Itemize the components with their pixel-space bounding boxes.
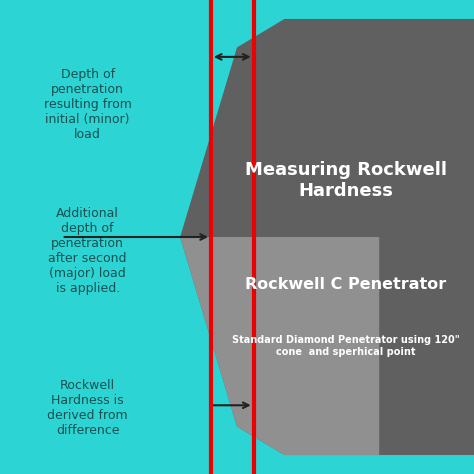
Text: Measuring Rockwell
Hardness: Measuring Rockwell Hardness <box>245 161 447 200</box>
Text: Rockwell C Penetrator: Rockwell C Penetrator <box>246 277 447 292</box>
Text: Depth of
penetration
resulting from
initial (minor)
load: Depth of penetration resulting from init… <box>44 68 132 141</box>
Polygon shape <box>180 19 474 455</box>
Text: Standard Diamond Penetrator using 120"
cone  and sperhical point: Standard Diamond Penetrator using 120" c… <box>232 335 460 357</box>
Polygon shape <box>180 237 379 455</box>
Text: Rockwell
Hardness is
derived from
difference: Rockwell Hardness is derived from differ… <box>47 379 128 437</box>
Text: Additional
depth of
penetration
after second
(major) load
is applied.: Additional depth of penetration after se… <box>48 207 127 295</box>
